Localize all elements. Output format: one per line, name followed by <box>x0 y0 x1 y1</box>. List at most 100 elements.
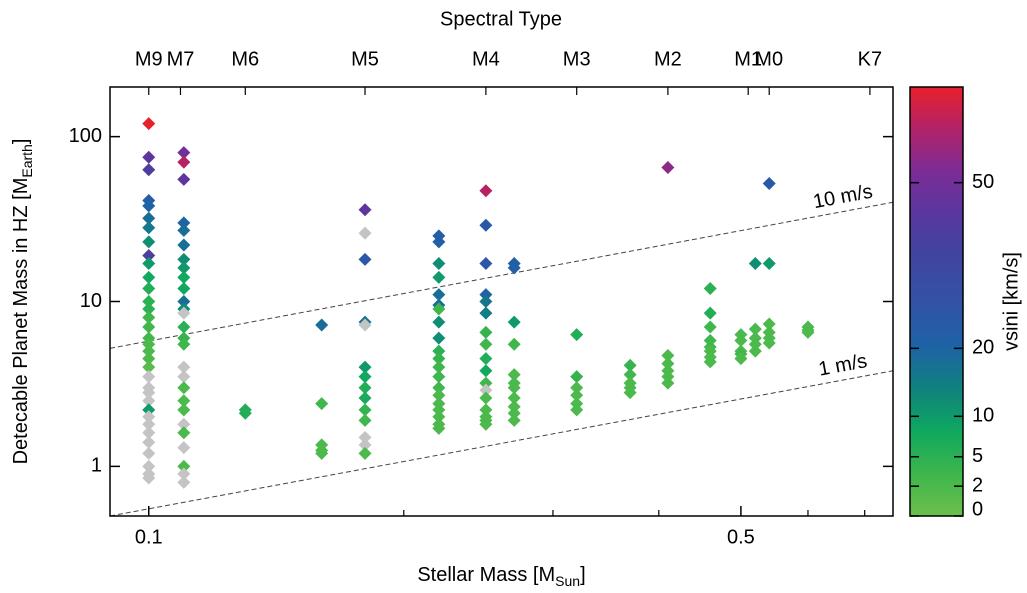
point <box>358 413 372 427</box>
point <box>177 441 191 455</box>
point <box>142 394 156 408</box>
point <box>142 403 156 417</box>
point <box>142 410 156 424</box>
point <box>142 163 156 177</box>
point <box>177 306 191 320</box>
point <box>507 261 521 275</box>
top-axis-title: Spectral Type <box>440 8 562 30</box>
point <box>432 360 446 374</box>
point <box>479 391 493 405</box>
point <box>479 417 493 431</box>
point <box>142 360 156 374</box>
reference-label: 1 m/s <box>817 350 869 381</box>
colorbar-tick-label: 5 <box>972 445 983 467</box>
point <box>177 295 191 308</box>
plot-frame <box>109 86 894 517</box>
point <box>479 352 493 366</box>
point <box>661 349 675 363</box>
point <box>142 386 156 400</box>
point <box>177 261 191 275</box>
point <box>734 334 748 348</box>
y-axis-title: Detecable Planet Mass in HZ [MEarth] <box>10 139 34 465</box>
point <box>177 320 191 334</box>
point <box>358 381 372 395</box>
point <box>358 370 372 384</box>
point <box>142 270 156 284</box>
point <box>432 302 446 316</box>
point <box>570 381 584 395</box>
point <box>177 394 191 408</box>
point <box>432 403 446 417</box>
point <box>432 381 446 395</box>
point <box>479 257 493 271</box>
point <box>315 397 329 411</box>
colorbar-tick-label: 0 <box>972 498 983 520</box>
point <box>623 386 637 400</box>
point <box>142 199 156 213</box>
reference-line <box>109 201 894 349</box>
point <box>801 325 815 339</box>
colorbar <box>909 86 964 517</box>
x2-tick-label: M4 <box>472 48 500 70</box>
point <box>507 400 521 414</box>
x2-tick-label: M3 <box>563 48 591 70</box>
point <box>358 430 372 444</box>
y-tick-label: 1 <box>91 455 102 477</box>
point <box>661 357 675 371</box>
point <box>177 270 191 284</box>
point <box>432 331 446 345</box>
point <box>358 203 372 217</box>
x-axis-title-end: ] <box>580 564 586 586</box>
point <box>177 360 191 374</box>
point <box>177 370 191 384</box>
point <box>762 257 776 271</box>
y-axis-title-end: ] <box>10 139 32 145</box>
point <box>142 257 156 271</box>
point <box>142 337 156 351</box>
point <box>748 344 762 358</box>
point <box>358 226 372 240</box>
point <box>358 318 372 332</box>
point <box>479 376 493 390</box>
point <box>177 417 191 431</box>
point <box>358 360 372 374</box>
point <box>315 318 329 332</box>
point <box>315 446 329 460</box>
point <box>748 257 762 271</box>
point <box>142 471 156 485</box>
point <box>142 344 156 358</box>
point <box>762 317 776 331</box>
point <box>432 288 446 302</box>
y-tick-label: 100 <box>69 125 102 147</box>
point <box>432 315 446 329</box>
point <box>142 370 156 384</box>
point <box>479 218 493 232</box>
x-tick-label: 0.1 <box>135 526 163 548</box>
point <box>507 337 521 351</box>
y-tick-label: 10 <box>80 290 102 312</box>
point <box>238 406 252 420</box>
point <box>507 391 521 405</box>
point <box>507 381 521 395</box>
point <box>142 310 156 324</box>
point <box>748 337 762 351</box>
point <box>142 352 156 366</box>
point <box>703 281 717 295</box>
y-axis-title-sub: Earth <box>19 144 35 177</box>
point <box>432 257 446 271</box>
point <box>177 252 191 266</box>
x2-tick-label: K7 <box>858 48 882 70</box>
point <box>734 352 748 366</box>
point <box>479 325 493 339</box>
point <box>432 235 446 249</box>
point <box>570 403 584 417</box>
point <box>479 364 493 378</box>
colorbar-title: vsini [km/s] <box>1000 252 1022 351</box>
x-axis-title-text: Stellar Mass [M <box>417 564 555 586</box>
x2-tick-label: M6 <box>231 48 259 70</box>
reference-label: 10 m/s <box>811 181 874 214</box>
x2-tick-label: M7 <box>167 48 195 70</box>
colorbar-tick-label: 2 <box>972 474 983 496</box>
point <box>142 249 156 263</box>
